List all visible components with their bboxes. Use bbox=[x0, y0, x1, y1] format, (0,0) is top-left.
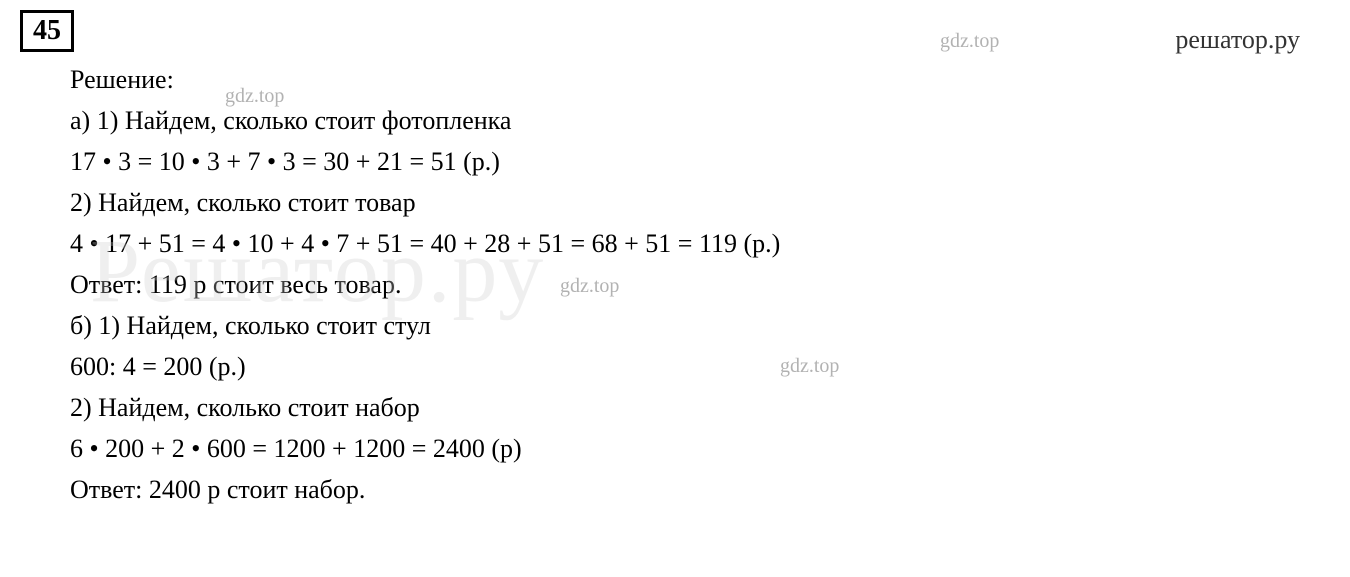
part-b-step1-label: б) 1) Найдем, сколько стоит стул bbox=[70, 306, 1330, 345]
problem-number-box: 45 bbox=[20, 10, 74, 52]
part-a-step2-label: 2) Найдем, сколько стоит товар bbox=[70, 183, 1330, 222]
part-b-step2-label: 2) Найдем, сколько стоит набор bbox=[70, 388, 1330, 427]
solution-content: Решение: а) 1) Найдем, сколько стоит фот… bbox=[20, 60, 1330, 509]
part-a-answer: Ответ: 119 р стоит весь товар. bbox=[70, 265, 1330, 304]
part-a-step1-label: а) 1) Найдем, сколько стоит фотопленка bbox=[70, 101, 1330, 140]
watermark-gdz-1: gdz.top bbox=[940, 30, 999, 53]
problem-number: 45 bbox=[33, 15, 61, 46]
site-label-top-right: решатор.ру bbox=[1175, 25, 1300, 55]
part-b-answer: Ответ: 2400 р стоит набор. bbox=[70, 470, 1330, 509]
part-a-step2-calc: 4 • 17 + 51 = 4 • 10 + 4 • 7 + 51 = 40 +… bbox=[70, 224, 1330, 263]
part-b-step1-calc: 600: 4 = 200 (р.) bbox=[70, 347, 1330, 386]
solution-label: Решение: bbox=[70, 60, 1330, 99]
part-b-step2-calc: 6 • 200 + 2 • 600 = 1200 + 1200 = 2400 (… bbox=[70, 429, 1330, 468]
part-a-step1-calc: 17 • 3 = 10 • 3 + 7 • 3 = 30 + 21 = 51 (… bbox=[70, 142, 1330, 181]
